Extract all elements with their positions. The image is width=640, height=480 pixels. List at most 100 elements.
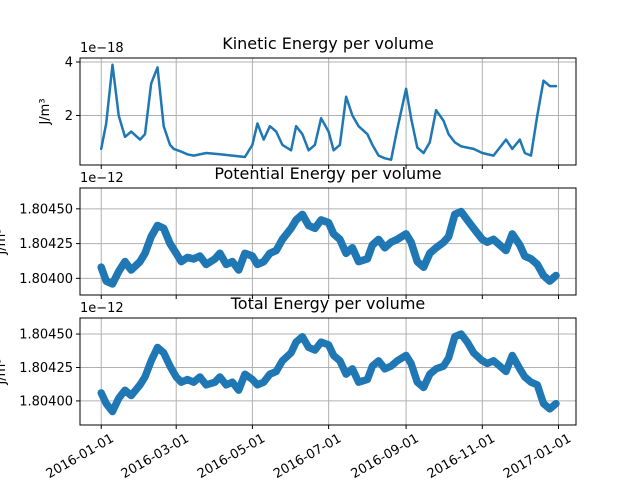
data-point	[175, 375, 178, 378]
data-point	[422, 266, 425, 269]
data-point	[338, 143, 341, 146]
data-point	[124, 389, 126, 392]
subplot-2: 1.80400 1.80425 1.80450 Potential Energy pe…	[0, 164, 577, 299]
data-point	[117, 397, 120, 400]
y-tick-label: 4	[65, 56, 73, 71]
data-point	[405, 354, 408, 357]
data-point	[530, 257, 532, 260]
data-point	[111, 410, 114, 413]
data-point	[481, 359, 484, 362]
data-point	[542, 274, 545, 277]
data-point	[307, 224, 310, 227]
data-point	[416, 146, 419, 149]
data-point	[466, 341, 469, 344]
data-point	[175, 252, 178, 255]
data-point	[366, 378, 369, 381]
data-point	[256, 122, 259, 125]
data-point	[486, 241, 489, 244]
data-point	[505, 370, 507, 373]
data-point	[523, 152, 526, 154]
data-point	[198, 255, 201, 258]
data-point	[548, 407, 551, 410]
data-point	[281, 238, 284, 241]
subplot-1: 2 4 Kinetic Energy per volume 1e−18 J/m³	[38, 34, 577, 169]
data-point	[345, 95, 348, 98]
data-point	[290, 149, 293, 152]
data-point	[237, 269, 240, 271]
data-point	[357, 381, 360, 384]
data-point	[555, 85, 557, 88]
data-point	[320, 219, 323, 221]
data-point	[218, 375, 221, 378]
data-point	[251, 255, 254, 258]
data-point	[390, 158, 393, 161]
data-point	[237, 389, 240, 392]
data-point	[251, 378, 254, 381]
data-point	[548, 85, 551, 88]
data-point	[511, 147, 514, 150]
data-point	[144, 375, 146, 378]
data-point	[410, 241, 413, 244]
data-point	[262, 260, 265, 263]
data-point	[422, 386, 425, 389]
y-tick-label: 1.80425	[19, 237, 73, 252]
data-point	[416, 381, 419, 384]
data-point	[100, 266, 103, 269]
data-point	[518, 367, 521, 370]
axes-frame	[79, 187, 577, 296]
data-point	[422, 152, 425, 154]
data-point	[192, 154, 195, 157]
data-point	[472, 351, 475, 354]
data-point	[231, 260, 234, 263]
data-point	[453, 213, 456, 216]
data-point	[313, 143, 316, 146]
data-point	[320, 341, 323, 344]
data-point	[442, 241, 445, 244]
y-tick-label: 1.80425	[19, 361, 73, 376]
data-point	[281, 143, 284, 146]
data-point	[301, 133, 304, 136]
y-tick-label: 1.80450	[19, 202, 73, 217]
data-point	[192, 257, 195, 260]
data-point	[453, 141, 456, 144]
data-point	[105, 280, 108, 283]
data-point	[416, 260, 419, 263]
data-point	[275, 249, 278, 252]
y-tick-label: 1.80450	[19, 328, 73, 343]
data-point	[472, 227, 475, 230]
data-point	[492, 154, 495, 157]
data-point	[332, 232, 335, 235]
data-point	[345, 373, 348, 376]
axes-frame	[79, 317, 577, 426]
subplot-title: Potential Energy per volume	[214, 164, 441, 183]
data-point	[405, 87, 408, 90]
data-point	[262, 138, 265, 141]
data-point	[130, 130, 133, 133]
data-point	[172, 147, 175, 150]
data-point	[460, 210, 463, 213]
data-point	[371, 365, 374, 368]
data-point	[377, 359, 380, 362]
data-point	[162, 351, 165, 354]
data-point	[357, 125, 360, 128]
data-point	[139, 260, 141, 263]
data-point	[410, 117, 413, 120]
data-point	[243, 156, 246, 158]
data-point	[180, 260, 183, 263]
data-point	[366, 133, 369, 136]
data-point	[100, 147, 103, 150]
data-point	[307, 346, 310, 349]
data-point	[139, 383, 141, 386]
y-axis-label: J/m³	[0, 358, 9, 385]
data-point	[251, 143, 254, 146]
data-point	[320, 117, 323, 120]
data-point	[530, 381, 532, 384]
data-point	[548, 280, 551, 283]
data-point	[498, 365, 501, 368]
data-point	[518, 244, 521, 246]
data-point	[555, 274, 557, 277]
data-point	[150, 359, 153, 362]
data-point	[225, 263, 228, 266]
data-point	[117, 114, 120, 117]
